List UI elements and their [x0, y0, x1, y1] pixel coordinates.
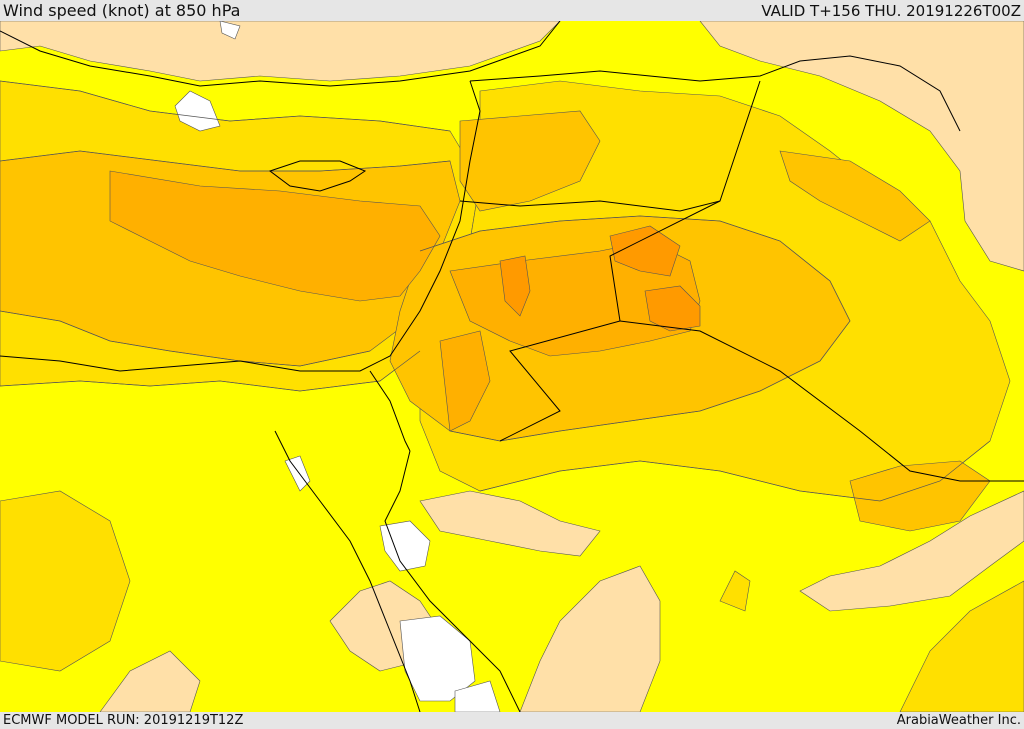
- valid-time: VALID T+156 THU. 20191226T00Z: [761, 3, 1021, 20]
- credit-label: ArabiaWeather Inc.: [897, 713, 1021, 728]
- header-bar: Wind speed (knot) at 850 hPa VALID T+156…: [0, 0, 1024, 21]
- model-run-label: ECMWF MODEL RUN: 20191219T12Z: [3, 713, 243, 728]
- wind-speed-map: [0, 21, 1024, 712]
- map-title: Wind speed (knot) at 850 hPa: [3, 2, 240, 20]
- weather-map[interactable]: [0, 21, 1024, 712]
- footer-bar: ECMWF MODEL RUN: 20191219T12Z ArabiaWeat…: [0, 712, 1024, 729]
